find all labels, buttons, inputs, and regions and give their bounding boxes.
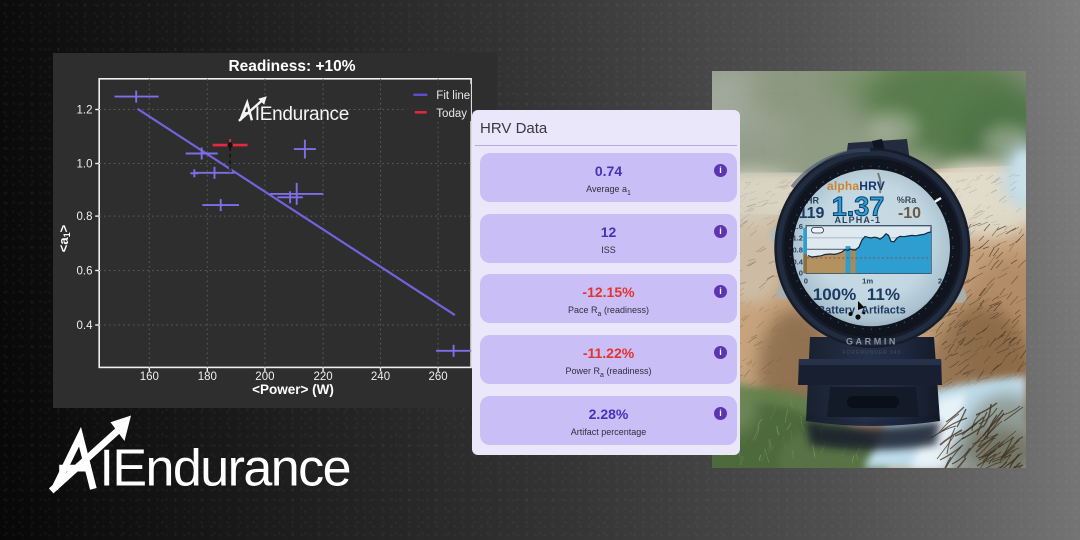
svg-text:1m: 1m	[862, 277, 873, 286]
svg-text:HR: HR	[806, 196, 819, 206]
svg-text:Artifacts: Artifacts	[861, 304, 906, 316]
svg-text:220: 220	[314, 371, 333, 383]
svg-text:1.2: 1.2	[77, 105, 93, 117]
svg-text:<Power> (W): <Power> (W)	[252, 382, 334, 397]
svg-text:260: 260	[429, 371, 448, 383]
svg-text:IEndurance: IEndurance	[255, 104, 349, 125]
svg-text:FORERUNNER 945: FORERUNNER 945	[842, 350, 901, 356]
svg-text:11%: 11%	[867, 285, 900, 304]
svg-text:-10: -10	[898, 205, 921, 222]
svg-text:240: 240	[371, 371, 390, 383]
svg-text:0: 0	[804, 277, 808, 286]
svg-text:1.37: 1.37	[832, 192, 885, 222]
svg-text:1.0: 1.0	[77, 159, 93, 171]
svg-text:160: 160	[140, 371, 159, 383]
svg-text:Readiness: +10%: Readiness: +10%	[228, 58, 355, 75]
svg-text:100%: 100%	[813, 285, 856, 304]
svg-text:2: 2	[938, 277, 942, 286]
svg-text:0.4: 0.4	[792, 258, 803, 267]
svg-text:0.8: 0.8	[77, 211, 93, 223]
svg-text:0.0: 0.0	[792, 269, 803, 278]
svg-text:%Ra: %Ra	[897, 195, 918, 205]
svg-text:1.6: 1.6	[792, 222, 803, 231]
svg-text:200: 200	[255, 371, 274, 383]
svg-text:ALPHA-1: ALPHA-1	[834, 215, 881, 225]
svg-text:0.6: 0.6	[77, 266, 93, 278]
svg-text:1.2: 1.2	[792, 234, 803, 243]
svg-text:119: 119	[799, 205, 825, 222]
svg-text:IEndurance: IEndurance	[100, 440, 350, 498]
svg-text:Today: Today	[436, 108, 467, 120]
svg-text:Fit line: Fit line	[436, 90, 470, 102]
svg-text:180: 180	[198, 371, 217, 383]
svg-text:alphaHRV: alphaHRV	[827, 179, 885, 193]
svg-text:<a1>: <a1>	[56, 224, 72, 252]
svg-text:GARMIN: GARMIN	[846, 337, 898, 347]
svg-text:0.8: 0.8	[792, 245, 803, 254]
svg-text:0.4: 0.4	[77, 320, 94, 332]
